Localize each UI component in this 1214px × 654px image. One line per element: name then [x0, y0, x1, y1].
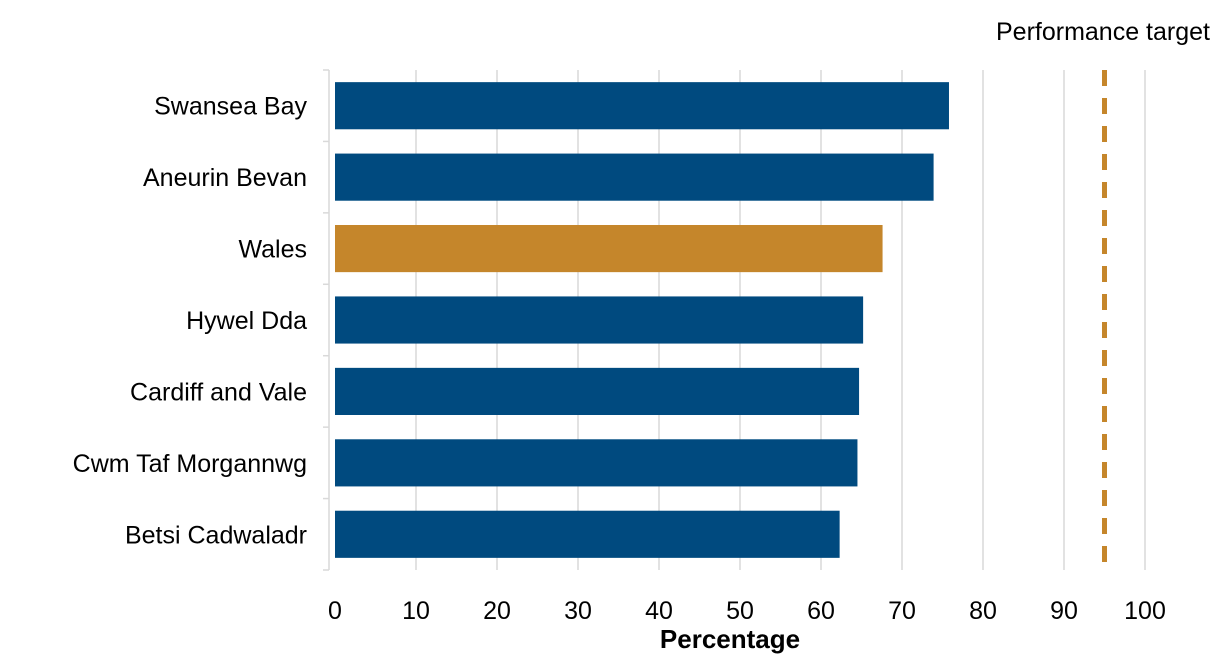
- category-label: Cwm Taf Morgannwg: [73, 450, 307, 478]
- x-tick-label: 20: [483, 597, 511, 625]
- bar-betsi-cadwaladr: [335, 510, 840, 558]
- bar-wales: [335, 225, 883, 273]
- x-tick-label: 80: [969, 597, 997, 625]
- x-tick-label: 40: [645, 597, 673, 625]
- x-tick-label: 50: [726, 597, 754, 625]
- bars: [335, 82, 949, 558]
- x-tick-label: 100: [1124, 597, 1166, 625]
- bar-cardiff-and-vale: [335, 367, 860, 415]
- category-label: Swansea Bay: [154, 93, 307, 121]
- category-label: Betsi Cadwaladr: [125, 521, 307, 549]
- category-label: Aneurin Bevan: [143, 164, 307, 192]
- bar-cwm-taf-morgannwg: [335, 439, 858, 487]
- x-tick-label: 70: [888, 597, 916, 625]
- category-label: Hywel Dda: [186, 307, 307, 335]
- y-axis: Swansea Bay Aneurin Bevan Wales Hywel Dda Ca…: [73, 69, 330, 571]
- x-tick-label: 90: [1050, 597, 1078, 625]
- bar-aneurin-bevan: [335, 153, 934, 201]
- x-axis-title: Percentage: [660, 624, 800, 654]
- x-tick-label: 30: [564, 597, 592, 625]
- x-axis: 0 10 20 30 40 50 60 70 80 90 100: [328, 597, 1166, 625]
- category-label: Wales: [238, 236, 307, 264]
- target-line-label: Performance target: [996, 18, 1210, 46]
- category-label: Cardiff and Vale: [130, 378, 307, 406]
- bar-swansea-bay: [335, 82, 949, 130]
- x-tick-label: 10: [402, 597, 430, 625]
- x-tick-label: 60: [807, 597, 835, 625]
- x-tick-label: 0: [328, 597, 342, 625]
- bar-hywel-dda: [335, 296, 864, 344]
